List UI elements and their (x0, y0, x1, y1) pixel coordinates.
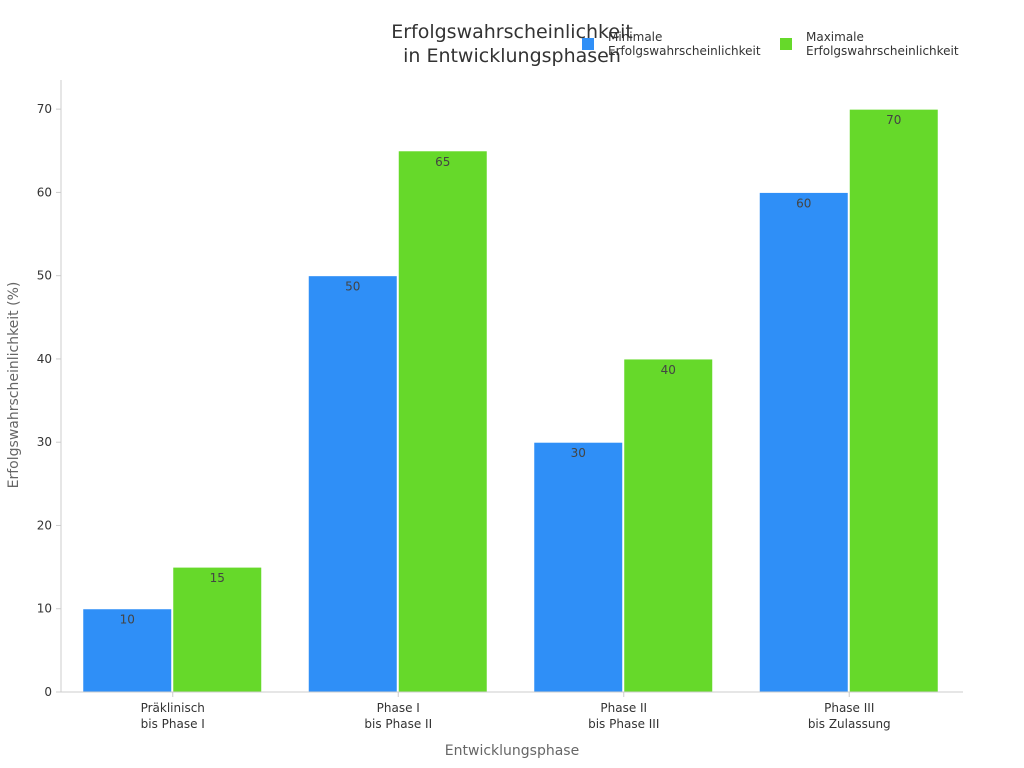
data-labels-group: 10 15 50 65 30 40 60 70 (120, 113, 902, 627)
bar-minimum-0 (82, 608, 173, 693)
y-tick-label-5: 50 (37, 269, 52, 283)
data-label-maximum-2: 40 (661, 363, 676, 377)
y-tick-label-4: 40 (37, 352, 52, 366)
bar-maximum-0 (172, 566, 263, 693)
bar-maximum-2 (623, 358, 714, 693)
bars-group (82, 108, 939, 693)
data-label-maximum-3: 70 (886, 113, 901, 127)
bar-maximum-1 (397, 150, 488, 693)
y-axis-title: Erfolgswahrscheinlichkeit (%) (6, 282, 22, 489)
x-tick-label-3: Phase III bis Zulassung (808, 701, 891, 731)
y-tick-label-1: 10 (37, 602, 52, 616)
y-tick-label-2: 20 (37, 518, 52, 532)
y-tick-label-6: 60 (37, 185, 52, 199)
data-label-minimum-1: 50 (345, 280, 360, 294)
chart-title-line-1: Erfolgswahrscheinlichkeit (391, 21, 633, 43)
legend-swatch-minimum (582, 38, 594, 50)
data-label-maximum-0: 15 (210, 571, 225, 585)
y-tick-label-7: 70 (37, 102, 52, 116)
bar-minimum-3 (758, 191, 849, 693)
bar-maximum-3 (848, 108, 939, 693)
data-label-minimum-2: 30 (571, 446, 586, 460)
bar-minimum-2 (533, 441, 624, 693)
legend-swatch-maximum (780, 38, 792, 50)
bar-minimum-1 (307, 275, 398, 693)
chart-title: Erfolgswahrscheinlichkeit in Entwicklung… (312, 20, 712, 68)
legend-label-minimum: Minimale Erfolgswahrscheinlichkeit (608, 30, 761, 58)
data-label-minimum-0: 10 (120, 613, 135, 627)
legend-item-maximum: Maximale Erfolgswahrscheinlichkeit (780, 30, 959, 58)
legend-item-minimum: Minimale Erfolgswahrscheinlichkeit (582, 30, 761, 58)
x-tick-label-2: Phase II bis Phase III (588, 701, 659, 731)
x-axis-title: Entwicklungsphase (445, 743, 579, 759)
y-tick-label-3: 30 (37, 435, 52, 449)
y-tick-label-0: 0 (44, 685, 52, 699)
chart-title-line-2: in Entwicklungsphasen (403, 45, 621, 67)
data-label-maximum-1: 65 (435, 155, 450, 169)
x-tick-label-0: Präklinisch bis Phase I (141, 701, 205, 731)
data-label-minimum-3: 60 (796, 196, 811, 210)
legend-label-maximum: Maximale Erfolgswahrscheinlichkeit (806, 30, 959, 58)
